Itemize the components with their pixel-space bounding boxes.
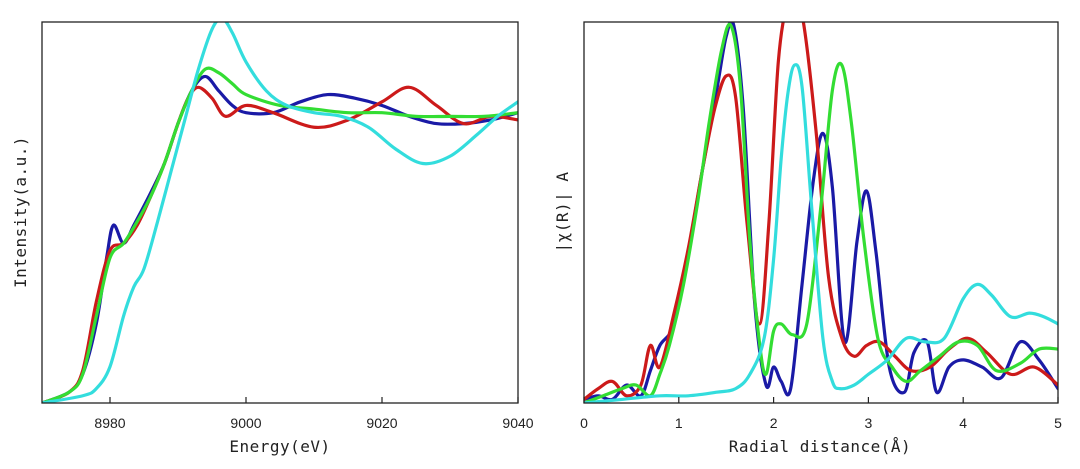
- xanes-series-red: [42, 85, 518, 403]
- exafs-x-tick-labels: 0 1 2 3 4 5: [580, 415, 1062, 431]
- exafs-x-axis-title: Radial distance(Å): [729, 437, 911, 456]
- exafs-x-tick-label: 4: [959, 415, 967, 431]
- exafs-series-green: [584, 22, 1058, 403]
- exafs-y-axis-title: |χ(R)| A: [553, 171, 572, 252]
- exafs-plot-frame: [583, 21, 1059, 404]
- xanes-series-cyan: [42, 22, 518, 403]
- xanes-series-green: [42, 66, 518, 403]
- xanes-x-tick-label: 9000: [230, 415, 261, 431]
- exafs-x-tick-label: 5: [1054, 415, 1062, 431]
- exafs-chart: 0 1 2 3 4 5 Radial distance(Å) |χ(R)| A: [553, 21, 1062, 456]
- xanes-x-tick-label: 9020: [366, 415, 397, 431]
- xanes-x-tick-label: 8980: [94, 415, 125, 431]
- xanes-plot-frame: [41, 21, 519, 404]
- exafs-x-tick-label: 1: [675, 415, 683, 431]
- xanes-x-ticks: [109, 397, 519, 403]
- xanes-x-tick-labels: 8980 9000 9020 9040: [94, 415, 533, 431]
- exafs-x-ticks: [583, 397, 1059, 403]
- exafs-x-tick-label: 3: [865, 415, 873, 431]
- xanes-x-axis-title: Energy(eV): [229, 437, 330, 456]
- exafs-x-tick-label: 2: [770, 415, 778, 431]
- exafs-series-cyan: [584, 63, 1058, 403]
- xanes-series-group: [42, 22, 518, 403]
- exafs-x-tick-label: 0: [580, 415, 588, 431]
- xanes-x-tick-label: 9040: [502, 415, 533, 431]
- xanes-y-axis-title: Intensity(a.u.): [11, 136, 30, 288]
- exafs-series-group: [584, 22, 1058, 403]
- xanes-chart: 8980 9000 9020 9040 Energy(eV) Intensity(a.…: [11, 21, 534, 456]
- exafs-series-red: [584, 22, 1058, 402]
